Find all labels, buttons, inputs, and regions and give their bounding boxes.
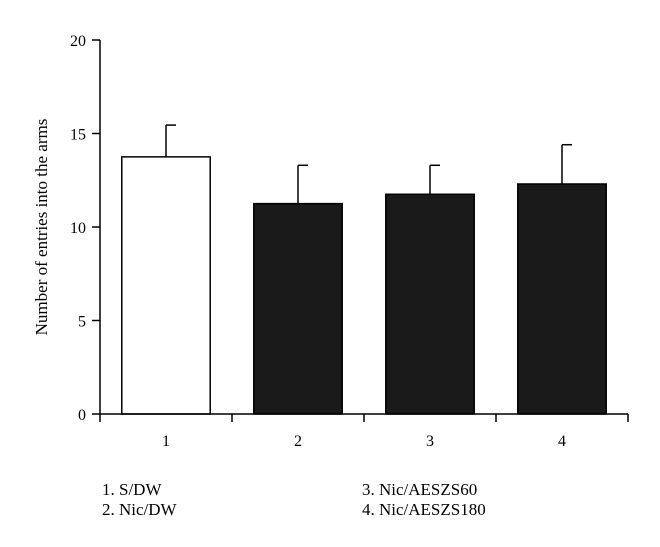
x-tick-label: 4	[558, 433, 566, 450]
bar-3	[385, 193, 475, 415]
error-bars-layer	[165, 124, 572, 204]
legend: 1. S/DW 2. Nic/DW 3. Nic/AESZS60 4. Nic/…	[102, 480, 486, 519]
bar-4	[517, 183, 607, 415]
legend-item-3: 3. Nic/AESZS60	[362, 480, 477, 499]
x-ticks-layer: 1 2 3 4	[99, 414, 629, 450]
y-tick-label: 0	[78, 407, 86, 424]
x-tick-label: 3	[426, 433, 434, 450]
bar-2	[253, 202, 343, 415]
legend-item-2: 2. Nic/DW	[102, 500, 178, 519]
y-tick-label: 5	[78, 314, 86, 331]
x-tick-label: 1	[162, 433, 170, 450]
legend-item-1: 1. S/DW	[102, 480, 162, 499]
legend-item-4: 4. Nic/AESZS180	[362, 500, 486, 519]
y-tick-label: 10	[70, 220, 86, 237]
bar-1	[121, 156, 211, 415]
y-axis-title: Number of entries into the arms	[32, 119, 51, 336]
y-tick-label: 15	[70, 127, 86, 144]
x-tick-label: 2	[294, 433, 302, 450]
y-tick-label: 20	[70, 33, 86, 50]
y-ticks-layer: 0 5 10 15 20	[70, 33, 100, 424]
bars-layer	[121, 156, 607, 415]
